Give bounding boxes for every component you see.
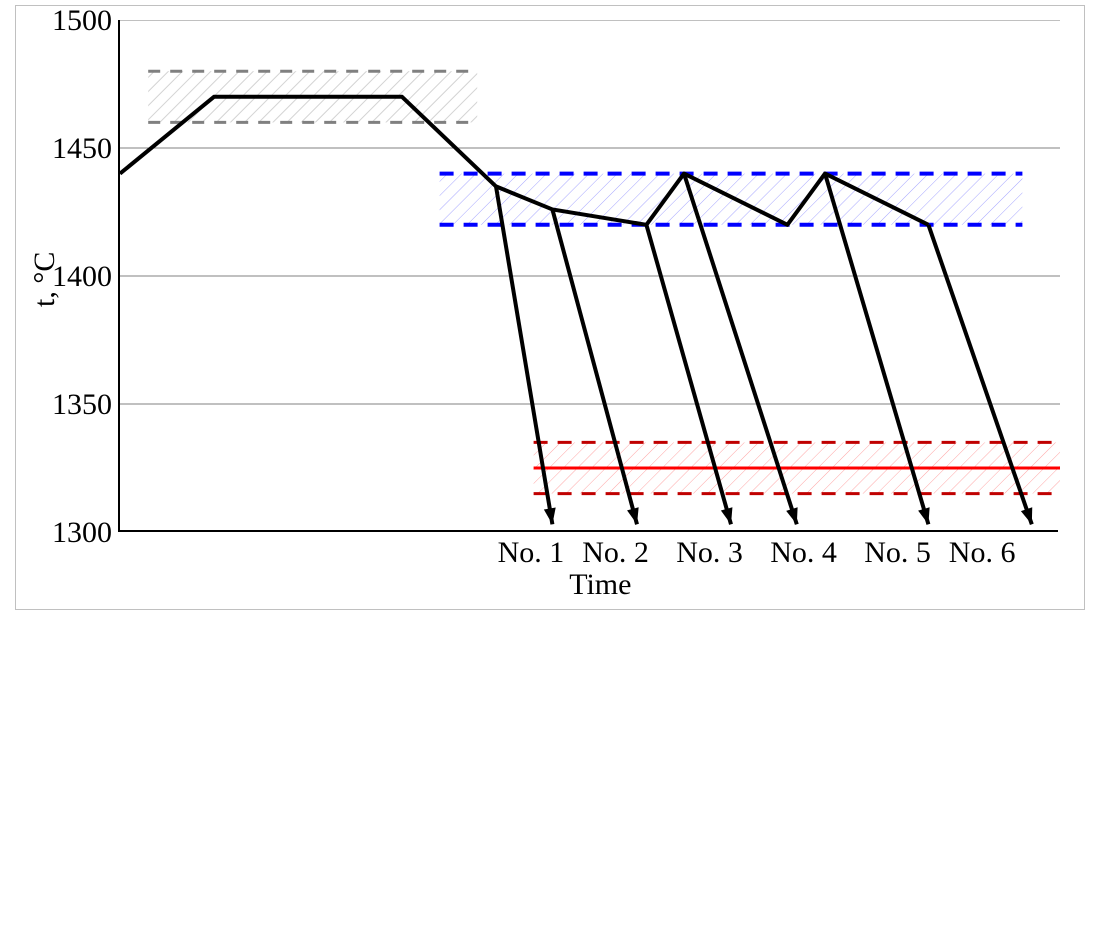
arrow-line <box>496 186 552 524</box>
x-point-label: No. 4 <box>770 536 837 570</box>
y-tick-label: 1350 <box>52 388 112 422</box>
x-point-label: No. 5 <box>864 536 931 570</box>
arrow-head-icon <box>918 507 930 524</box>
x-point-label: No. 1 <box>498 536 565 570</box>
plot-svg <box>120 20 1060 532</box>
arrow-head-icon <box>786 507 797 524</box>
y-tick-label: 1450 <box>52 132 112 166</box>
page: t, °C Time 13001350140014501500No. 1No. … <box>0 0 1100 932</box>
y-tick-label: 1500 <box>52 4 112 38</box>
x-point-label: No. 3 <box>676 536 743 570</box>
y-tick-label: 1400 <box>52 260 112 294</box>
arrow-head-icon <box>1021 507 1032 524</box>
y-tick-label: 1300 <box>52 516 112 550</box>
arrow-head-icon <box>627 507 639 524</box>
x-point-label: No. 2 <box>582 536 649 570</box>
x-point-label: No. 6 <box>949 536 1016 570</box>
x-axis-title: Time <box>569 568 631 602</box>
plot-area <box>118 20 1058 532</box>
arrow-head-icon <box>721 507 733 524</box>
